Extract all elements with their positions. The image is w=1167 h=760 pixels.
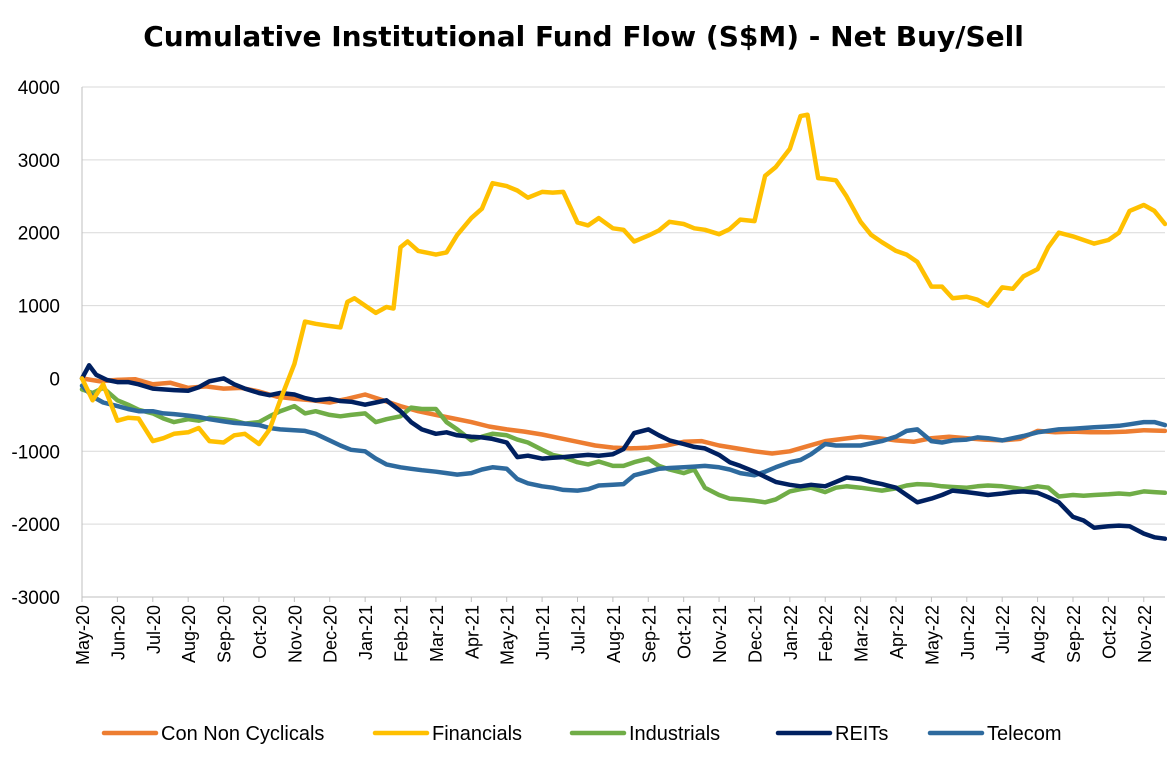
y-tick-label: 1000 bbox=[18, 297, 60, 318]
x-tick-label: Aug-22 bbox=[1029, 605, 1049, 663]
x-tick-label: Feb-22 bbox=[816, 605, 836, 662]
chart-title: Cumulative Institutional Fund Flow (S$M)… bbox=[143, 20, 1024, 53]
x-tick-label: Mar-22 bbox=[852, 605, 872, 662]
x-tick-label: May-22 bbox=[922, 605, 942, 665]
x-tick-label: Mar-21 bbox=[427, 605, 447, 662]
legend-label-telecom: Telecom bbox=[987, 723, 1061, 745]
x-tick-label: Sep-22 bbox=[1064, 605, 1084, 663]
y-tick-labels: 4000 3000 2000 1000 0 -1000 -2000 -3000 bbox=[11, 78, 60, 609]
legend-label-reits: REITs bbox=[835, 723, 888, 745]
x-tick-label: Oct-20 bbox=[250, 605, 270, 659]
x-tick-label: Jul-20 bbox=[144, 605, 164, 654]
x-tick-label: Nov-21 bbox=[710, 605, 730, 663]
y-tick-label: -1000 bbox=[11, 442, 60, 463]
x-tick-label: Apr-21 bbox=[462, 605, 482, 659]
x-tick-label: Oct-22 bbox=[1099, 605, 1119, 659]
y-tick-label: 4000 bbox=[18, 78, 60, 99]
x-tick-label: Apr-22 bbox=[887, 605, 907, 659]
x-tick-label: Jun-21 bbox=[533, 605, 553, 660]
series-line-reits bbox=[79, 363, 1167, 541]
x-tick-label: Jan-21 bbox=[356, 605, 376, 660]
x-tick-label: Nov-20 bbox=[285, 605, 305, 663]
x-tick-label: Nov-22 bbox=[1135, 605, 1155, 663]
x-tick-label: Jun-20 bbox=[108, 605, 128, 660]
x-tick-label: Feb-21 bbox=[392, 605, 412, 662]
series-line-industrials bbox=[79, 385, 1167, 505]
x-tick-label: Dec-21 bbox=[745, 605, 765, 663]
gridlines bbox=[82, 86, 1165, 598]
x-tick-label: Jun-22 bbox=[958, 605, 978, 660]
series-line-financials bbox=[79, 112, 1167, 447]
y-tick-label: 3000 bbox=[18, 151, 60, 172]
legend-label-financials: Financials bbox=[432, 723, 522, 745]
x-tick-label: Aug-20 bbox=[179, 605, 199, 663]
x-tick-labels: May-20 Jun-20 Jul-20 Aug-20 Sep-20 Oct-20 Nov-… bbox=[73, 605, 1155, 665]
x-tick-label: Sep-20 bbox=[215, 605, 235, 663]
series-lines bbox=[79, 112, 1167, 541]
legend-label-industrials: Industrials bbox=[629, 723, 720, 745]
axis-lines bbox=[81, 87, 1165, 602]
x-tick-label: May-21 bbox=[498, 605, 518, 665]
x-tick-label: Jan-22 bbox=[781, 605, 801, 660]
y-tick-label: -2000 bbox=[11, 515, 60, 536]
legend: Con Non Cyclicals Financials Industrials RE… bbox=[101, 723, 1061, 745]
x-tick-label: Sep-21 bbox=[639, 605, 659, 663]
legend-label-con-non-cyclicals: Con Non Cyclicals bbox=[161, 723, 324, 745]
y-tick-label: -3000 bbox=[11, 588, 60, 609]
x-tick-label: Oct-21 bbox=[675, 605, 695, 659]
x-tick-label: Jul-21 bbox=[568, 605, 588, 654]
x-tick-label: Aug-21 bbox=[604, 605, 624, 663]
x-tick-label: May-20 bbox=[73, 605, 93, 665]
y-tick-label: 0 bbox=[49, 369, 60, 390]
y-tick-label: 2000 bbox=[18, 224, 60, 245]
x-tick-label: Dec-20 bbox=[321, 605, 341, 663]
series-line-telecom bbox=[79, 383, 1167, 493]
x-tick-label: Jul-22 bbox=[993, 605, 1013, 654]
